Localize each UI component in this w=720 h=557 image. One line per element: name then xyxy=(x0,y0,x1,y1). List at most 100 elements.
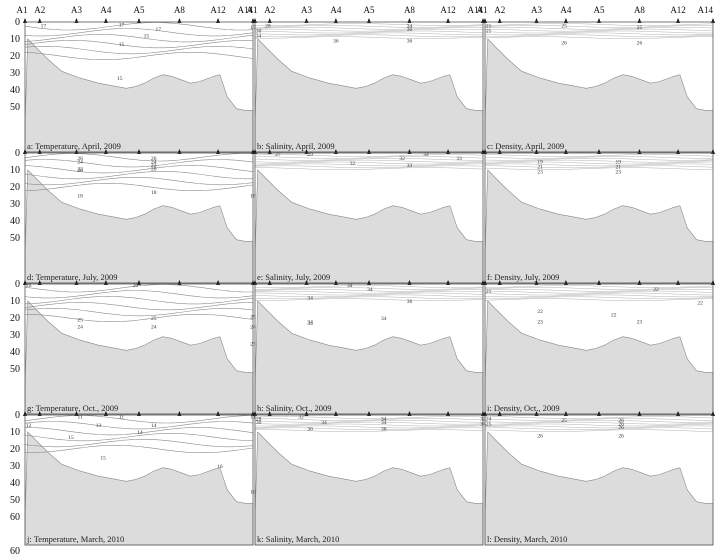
station-label: A8 xyxy=(634,5,645,15)
contour-line xyxy=(254,296,484,300)
depth-tick-label: 50 xyxy=(10,102,20,113)
contour-label: 30 xyxy=(256,420,262,426)
depth-tick-label: 0 xyxy=(15,410,20,421)
contour-line xyxy=(484,27,714,30)
contour-label: 24 xyxy=(151,160,157,166)
station-label: A1 xyxy=(17,5,28,15)
contour-line xyxy=(24,153,254,162)
contour-line xyxy=(24,308,254,317)
contour-label: 25 xyxy=(151,316,157,322)
station-label: A8 xyxy=(174,5,185,15)
panel-caption: d: Temperature, July, 2009 xyxy=(27,272,118,282)
contour-line xyxy=(484,156,713,159)
panel-caption: i: Density, Oct., 2009 xyxy=(487,403,560,413)
contour-panel: 21 22 22 22 22 23 23 i: Density, Oct., 2009 xyxy=(483,280,715,415)
contour-line xyxy=(484,289,714,292)
contour-label: 33 xyxy=(456,156,462,162)
seabed-area xyxy=(24,431,254,546)
contour-line xyxy=(484,429,714,432)
contour-line xyxy=(484,25,713,28)
depth-tick-label: 30 xyxy=(10,68,20,79)
contour-line xyxy=(484,292,713,296)
contour-line xyxy=(25,445,254,453)
contour-label: 18 xyxy=(77,194,83,200)
contour-label: 23 xyxy=(537,319,543,325)
station-label: A12 xyxy=(440,5,456,15)
contour-label: 25 xyxy=(486,29,492,35)
contour-label: 25 xyxy=(561,418,567,424)
contour-line xyxy=(25,314,254,322)
contour-line xyxy=(254,427,484,431)
contour-label: 22 xyxy=(151,163,157,169)
depth-tick-label: 10 xyxy=(10,165,20,176)
contour-line xyxy=(254,154,484,157)
station-label: A1 xyxy=(247,5,258,15)
depth-tick-label: 10 xyxy=(10,34,20,45)
station-label: A1 xyxy=(477,5,488,15)
station-label: A14 xyxy=(698,5,714,15)
contour-line xyxy=(24,415,253,424)
contour-line xyxy=(24,302,253,311)
station-label: A2 xyxy=(494,5,505,15)
station-label: A5 xyxy=(364,5,375,15)
contour-label: 15 xyxy=(119,42,125,48)
panel-frame xyxy=(254,414,484,546)
contour-line xyxy=(484,32,714,36)
contour-label: 18 xyxy=(151,190,157,196)
contour-line xyxy=(485,154,714,157)
contour-label: 22 xyxy=(697,301,703,307)
panel-caption: b: Salinity, April, 2009 xyxy=(257,141,335,151)
contour-label: 23 xyxy=(637,319,643,325)
contour-line xyxy=(485,165,714,169)
seabed-area xyxy=(254,300,484,415)
seabed-area xyxy=(24,169,254,284)
seabed-area xyxy=(24,300,254,415)
contour-label: 14 xyxy=(151,423,157,429)
panel-caption: c: Density, April, 2009 xyxy=(487,141,564,151)
contour-label: 26 xyxy=(77,156,83,162)
depth-tick-label: 60 xyxy=(10,546,20,557)
contour-line xyxy=(25,427,254,436)
contour-label: 34 xyxy=(256,34,262,40)
station-label: A5 xyxy=(594,5,605,15)
depth-tick-label: 20 xyxy=(10,182,20,193)
station-label: A3 xyxy=(71,5,82,15)
contour-line xyxy=(484,294,714,298)
contour-line xyxy=(254,165,484,169)
contour-line xyxy=(254,429,484,432)
contour-line xyxy=(485,416,714,419)
contour-line xyxy=(255,36,484,39)
depth-tick-label: 40 xyxy=(10,347,20,358)
contour-line xyxy=(484,23,714,26)
contour-label: 25 xyxy=(561,23,567,29)
contour-label: 24 xyxy=(77,160,83,166)
contour-line xyxy=(254,158,483,161)
contour-label: 26 xyxy=(618,418,624,424)
contour-line xyxy=(484,163,714,167)
depth-tick-label: 30 xyxy=(10,330,20,341)
panel-caption: e: Salinity, July, 2009 xyxy=(257,272,330,282)
station-label: A14 xyxy=(238,5,254,15)
depth-tick-label: 0 xyxy=(15,17,20,28)
depth-tick-label: 40 xyxy=(10,478,20,489)
contour-label: 22 xyxy=(77,166,83,172)
contour-label: 33 xyxy=(407,163,413,169)
contour-label: 34 xyxy=(423,152,429,158)
contour-label: 15 xyxy=(117,76,123,82)
contour-line xyxy=(24,439,254,448)
contour-line xyxy=(485,34,714,38)
seabed-area xyxy=(254,431,484,546)
station-label: A4 xyxy=(330,5,341,15)
station-label: A2 xyxy=(34,5,45,15)
contour-label: 36 xyxy=(407,39,413,45)
contour-line xyxy=(254,420,483,423)
contour-line xyxy=(254,289,483,292)
contour-label: 21 xyxy=(616,165,622,171)
contour-line xyxy=(484,420,714,423)
contour-line xyxy=(255,418,484,421)
contour-label: 34 xyxy=(307,296,313,302)
